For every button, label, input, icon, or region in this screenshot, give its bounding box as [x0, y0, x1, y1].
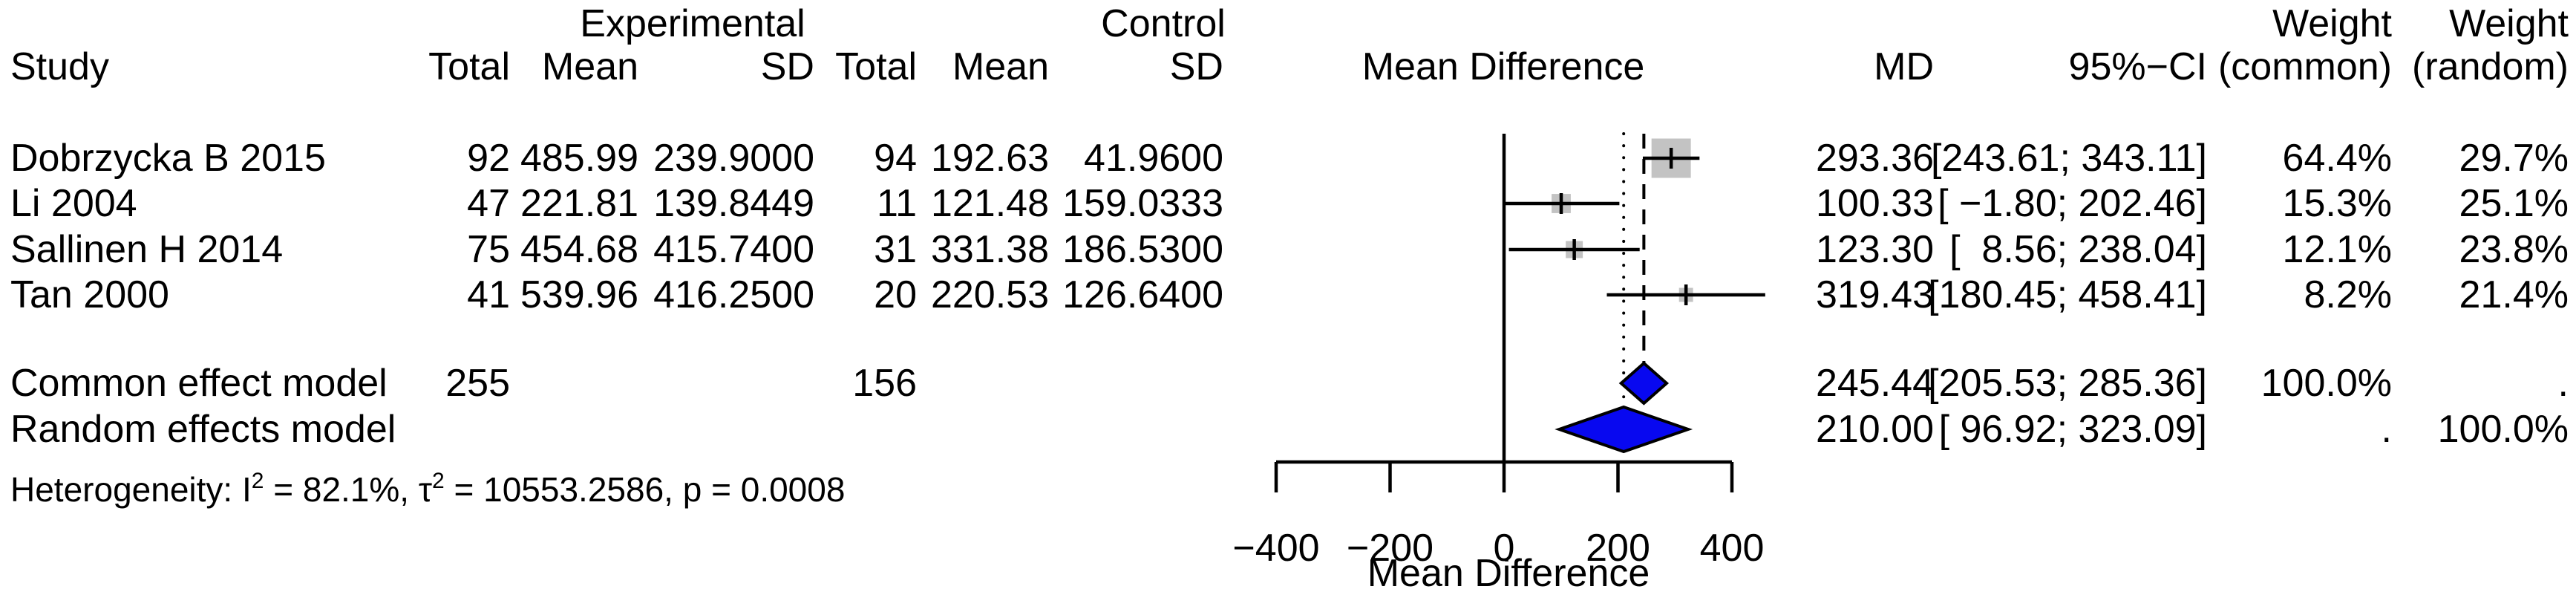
md-value: 319.43 [1815, 273, 1934, 316]
common-effect-row: Common effect model 255 156 245.44 [205.… [0, 362, 2576, 405]
ctrl-total-value: 11 [877, 182, 917, 225]
random-effects-diamond [1555, 405, 1693, 454]
superscript-2: 2 [432, 469, 445, 493]
common-effect-diamond [1618, 361, 1670, 406]
exp-sd-value: 415.7400 [653, 228, 814, 271]
control-group-header: Control [1101, 2, 1226, 45]
model-name: Random effects model [10, 408, 396, 451]
header-row-columns: Study Total Mean SD Total Mean SD Mean D… [0, 45, 2576, 88]
weight-common-value: 100.0% [2260, 362, 2392, 405]
weight-common-value: . [2381, 408, 2392, 451]
ci-value: [205.53; 285.36] [1928, 362, 2207, 405]
heterogeneity-part: Heterogeneity: I [10, 470, 252, 509]
heterogeneity-row: Heterogeneity: I2 = 82.1%, τ2 = 10553.25… [0, 468, 2576, 511]
random-effects-row: Random effects model 210.00 [ 96.92; 323… [0, 408, 2576, 451]
weight-random-value: 23.8% [2459, 228, 2569, 271]
study-name: Dobrzycka B 2015 [10, 137, 326, 180]
model-name: Common effect model [10, 362, 388, 405]
md-header: MD [1874, 45, 1934, 88]
md-value: 210.00 [1815, 408, 1934, 451]
exp-total-value: 41 [467, 273, 510, 316]
ctrl-total-header: Total [835, 45, 917, 88]
md-value: 123.30 [1815, 228, 1934, 271]
ctrl-sd-value: 159.0333 [1062, 182, 1223, 225]
table-row: Li 2004 47 221.81 139.8449 11 121.48 159… [0, 182, 2576, 225]
md-value: 245.44 [1815, 362, 1934, 405]
study-column-header: Study [10, 45, 109, 88]
weight-random-value: 29.7% [2459, 137, 2569, 180]
exp-total-value: 255 [445, 362, 510, 405]
table-row: Tan 2000 41 539.96 416.2500 20 220.53 12… [0, 273, 2576, 316]
heterogeneity-part: = 10553.2586, p = 0.0008 [444, 470, 846, 509]
ci-value: [180.45; 458.41] [1928, 273, 2207, 316]
exp-mean-value: 221.81 [520, 182, 638, 225]
exp-mean-value: 454.68 [520, 228, 638, 271]
exp-sd-value: 239.9000 [653, 137, 814, 180]
ci-value: [ 96.92; 323.09] [1938, 408, 2207, 451]
exp-mean-value: 539.96 [520, 273, 638, 316]
table-row: Dobrzycka B 2015 92 485.99 239.9000 94 1… [0, 137, 2576, 180]
axis-tick-label: −200 [1347, 527, 1434, 570]
superscript-2: 2 [251, 469, 264, 493]
ctrl-total-value: 31 [874, 228, 917, 271]
axis-tick-label: 400 [1700, 527, 1765, 570]
header-row-groups: Experimental Control Weight Weight [0, 2, 2576, 45]
heterogeneity-text: Heterogeneity: I2 = 82.1%, τ2 = 10553.25… [10, 468, 845, 511]
axis-tick-label: −400 [1232, 527, 1319, 570]
weight-common-value: 8.2% [2304, 273, 2392, 316]
ctrl-mean-header: Mean [952, 45, 1049, 88]
weight-common-value: 15.3% [2282, 182, 2392, 225]
ci-header: 95%−CI [2068, 45, 2207, 88]
weight-random-top-header: Weight [2449, 2, 2569, 45]
ctrl-sd-value: 126.6400 [1062, 273, 1223, 316]
md-value: 100.33 [1815, 182, 1934, 225]
ci-value: [243.61; 343.11] [1930, 137, 2207, 180]
x-axis-title: Mean Difference [1367, 552, 1650, 589]
ctrl-mean-value: 192.63 [930, 137, 1049, 180]
weight-common-header: (common) [2217, 45, 2392, 88]
ci-value: [ −1.80; 202.46] [1938, 182, 2207, 225]
weight-common-value: 64.4% [2282, 137, 2392, 180]
ctrl-total-value: 94 [874, 137, 917, 180]
table-row: Sallinen H 2014 75 454.68 415.7400 31 33… [0, 228, 2576, 271]
axis-tick-label: 200 [1586, 527, 1650, 570]
weight-random-value: . [2557, 362, 2569, 405]
exp-sd-header: SD [760, 45, 814, 88]
weight-random-header: (random) [2412, 45, 2569, 88]
ctrl-total-value: 20 [874, 273, 917, 316]
study-name: Tan 2000 [10, 273, 169, 316]
ctrl-mean-value: 331.38 [930, 228, 1049, 271]
ctrl-mean-value: 121.48 [930, 182, 1049, 225]
ctrl-sd-value: 41.9600 [1084, 137, 1223, 180]
weight-common-value: 12.1% [2282, 228, 2392, 271]
study-name: Sallinen H 2014 [10, 228, 284, 271]
weight-common-top-header: Weight [2272, 2, 2392, 45]
weight-random-value: 100.0% [2437, 408, 2569, 451]
ctrl-mean-value: 220.53 [930, 273, 1049, 316]
mean-difference-header: Mean Difference [1361, 45, 1645, 88]
ctrl-total-value: 156 [852, 362, 917, 405]
exp-sd-value: 139.8449 [653, 182, 814, 225]
ctrl-sd-value: 186.5300 [1062, 228, 1223, 271]
axis-tick-label: 0 [1494, 527, 1515, 570]
md-value: 293.36 [1815, 137, 1934, 180]
exp-total-header: Total [428, 45, 510, 88]
weight-random-value: 21.4% [2459, 273, 2569, 316]
exp-total-value: 47 [467, 182, 510, 225]
study-name: Li 2004 [10, 182, 137, 225]
exp-sd-value: 416.2500 [653, 273, 814, 316]
ci-value: [ 8.56; 238.04] [1949, 228, 2207, 271]
weight-random-value: 25.1% [2459, 182, 2569, 225]
exp-total-value: 92 [467, 137, 510, 180]
ctrl-sd-header: SD [1169, 45, 1223, 88]
heterogeneity-part: = 82.1%, τ [264, 470, 433, 509]
exp-mean-value: 485.99 [520, 137, 638, 180]
experimental-group-header: Experimental [580, 2, 805, 45]
exp-total-value: 75 [467, 228, 510, 271]
exp-mean-header: Mean [541, 45, 638, 88]
